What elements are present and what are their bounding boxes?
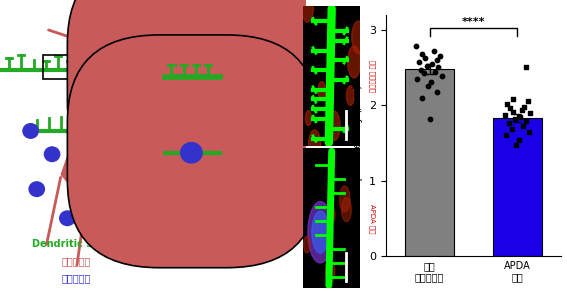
Point: [517, 108, 526, 113]
Circle shape: [340, 186, 350, 212]
Text: APDA 세포: APDA 세포: [369, 203, 375, 233]
Circle shape: [44, 147, 60, 162]
Point: [423, 84, 432, 88]
Polygon shape: [61, 52, 138, 204]
Point: [418, 52, 427, 56]
Circle shape: [328, 111, 340, 141]
Point: [509, 97, 518, 102]
Point: [428, 61, 437, 66]
Y-axis label: Spine density (/um): Spine density (/um): [353, 84, 363, 187]
Circle shape: [328, 206, 335, 224]
Point: [432, 58, 441, 62]
Text: 오토파고좀: 오토파고좀: [62, 274, 91, 283]
Point: [506, 106, 515, 111]
Point: [420, 71, 429, 76]
Point: [518, 123, 527, 128]
Text: ****: ****: [462, 17, 485, 27]
Point: [502, 101, 511, 106]
Circle shape: [325, 260, 335, 283]
Point: [525, 111, 534, 116]
Circle shape: [308, 201, 333, 263]
Point: [427, 80, 436, 85]
FancyBboxPatch shape: [67, 0, 319, 189]
Point: [524, 129, 534, 134]
Point: [433, 89, 442, 94]
Point: [523, 99, 532, 104]
Point: [520, 104, 529, 109]
Point: [515, 115, 524, 120]
Point: [515, 138, 524, 142]
Point: [501, 113, 510, 117]
Circle shape: [312, 211, 329, 253]
Text: 정상 별아교세포: 정상 별아교세포: [369, 60, 375, 92]
Point: [412, 44, 421, 49]
Point: [504, 121, 513, 126]
Circle shape: [318, 81, 325, 101]
Text: 별아교세포: 별아교세포: [62, 256, 91, 266]
Point: [435, 54, 445, 58]
Circle shape: [352, 21, 365, 54]
Point: [511, 143, 520, 148]
Circle shape: [181, 143, 202, 163]
Point: [522, 65, 531, 70]
Bar: [405, 69, 454, 256]
Bar: [493, 118, 541, 256]
Circle shape: [341, 198, 352, 222]
Point: [417, 95, 426, 100]
Circle shape: [346, 86, 354, 105]
Circle shape: [29, 182, 44, 196]
Point: [422, 63, 431, 68]
Circle shape: [139, 196, 155, 211]
Point: [437, 73, 446, 78]
Circle shape: [60, 211, 75, 226]
Circle shape: [303, 236, 310, 253]
Point: [507, 126, 517, 131]
Circle shape: [308, 130, 321, 160]
Text: Dendritic spines: Dendritic spines: [32, 239, 121, 249]
Point: [430, 70, 439, 74]
Circle shape: [127, 132, 142, 147]
Point: [501, 133, 510, 138]
Point: [522, 119, 531, 123]
Point: [434, 65, 443, 70]
Point: [414, 60, 424, 64]
Point: [413, 76, 422, 81]
Point: [510, 116, 519, 121]
Point: [416, 67, 425, 72]
Bar: [92, 116, 144, 151]
Point: [429, 48, 438, 53]
Circle shape: [348, 46, 361, 78]
Point: [509, 110, 518, 114]
FancyBboxPatch shape: [67, 35, 319, 268]
Circle shape: [109, 226, 124, 240]
Circle shape: [306, 111, 311, 125]
Circle shape: [302, 0, 314, 22]
Circle shape: [23, 124, 39, 138]
Point: [426, 116, 435, 121]
Bar: [43, 55, 129, 79]
Point: [421, 56, 430, 61]
